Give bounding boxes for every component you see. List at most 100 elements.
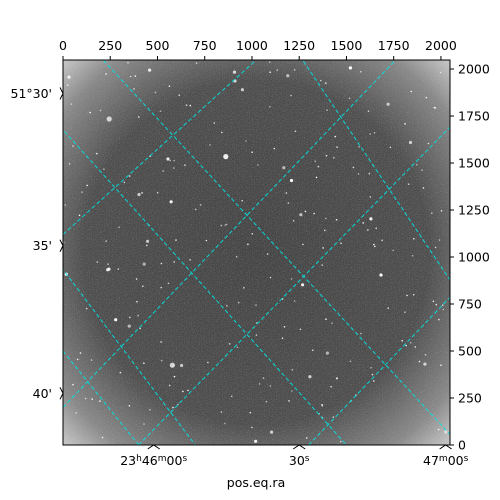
star	[360, 71, 362, 73]
left-tick	[59, 387, 64, 400]
star	[226, 305, 228, 307]
star	[404, 123, 406, 125]
star	[255, 334, 258, 336]
right-tick-label: 1000	[458, 250, 490, 265]
star	[213, 122, 216, 124]
star	[369, 196, 372, 198]
star	[381, 239, 383, 242]
star	[410, 90, 413, 93]
star	[134, 75, 137, 77]
star	[440, 210, 443, 212]
star	[291, 390, 293, 392]
star	[349, 360, 352, 363]
star	[314, 160, 317, 163]
star	[86, 184, 88, 187]
star	[289, 178, 294, 183]
grid-line	[63, 60, 397, 408]
star	[326, 109, 328, 111]
star	[173, 261, 175, 263]
star	[149, 409, 151, 411]
star	[96, 261, 99, 263]
unit-superscript: s	[182, 454, 187, 464]
star	[160, 286, 162, 289]
star	[247, 243, 249, 246]
star	[270, 430, 274, 434]
star	[245, 140, 247, 142]
coordinate-grid	[63, 60, 450, 445]
right-pixel-axis: 0 250 500 750 1000 1250 1500 1750 2000	[450, 62, 490, 453]
star	[369, 133, 372, 135]
star	[440, 364, 442, 367]
unit-superscript: s	[305, 454, 310, 464]
star	[173, 167, 175, 169]
star	[162, 170, 164, 172]
bottom-tick	[147, 444, 160, 450]
star	[412, 293, 415, 296]
top-tick-label: 1000	[236, 38, 268, 53]
star	[367, 229, 369, 231]
star	[128, 405, 131, 407]
star	[64, 204, 67, 206]
bottom-tick-label: 47m00s	[423, 453, 469, 468]
top-tick-label: 2000	[425, 38, 457, 53]
star	[114, 318, 118, 322]
star	[269, 106, 271, 108]
star	[225, 223, 228, 226]
star	[425, 96, 428, 99]
star	[422, 187, 425, 189]
star	[240, 88, 244, 92]
star	[330, 385, 332, 388]
star	[178, 94, 181, 96]
star	[287, 202, 290, 204]
star	[324, 229, 326, 232]
star	[70, 103, 73, 105]
star	[411, 254, 414, 257]
star	[118, 226, 120, 228]
x-axis-title: pos.eq.ra	[227, 475, 285, 490]
star	[105, 73, 107, 75]
star	[336, 146, 338, 148]
left-tick-label: 35'	[33, 238, 52, 253]
star	[166, 157, 170, 161]
star	[434, 246, 437, 249]
star	[139, 327, 141, 330]
star	[106, 268, 110, 272]
star	[251, 426, 253, 429]
star	[255, 322, 258, 324]
unit-value: 00	[167, 453, 183, 468]
top-tick-label: 500	[146, 38, 170, 53]
star	[167, 282, 170, 285]
top-pixel-axis: 0 250 500 750 1000 1250 1500 1750 2000	[59, 38, 457, 60]
star	[325, 154, 328, 157]
star	[301, 283, 305, 287]
right-tick-label: 250	[458, 391, 482, 406]
star	[441, 304, 444, 307]
star	[257, 164, 259, 166]
star	[235, 255, 238, 258]
star	[72, 145, 74, 147]
star	[268, 61, 271, 63]
star	[209, 144, 211, 146]
star	[379, 273, 383, 277]
star	[159, 110, 162, 112]
star	[332, 416, 335, 418]
plot-frame	[62, 59, 451, 446]
star	[79, 352, 82, 354]
star	[444, 430, 448, 434]
star	[357, 173, 360, 175]
grid-line	[63, 60, 257, 235]
star	[339, 440, 342, 443]
star	[285, 192, 288, 194]
star	[138, 116, 140, 118]
star	[220, 224, 223, 227]
star	[407, 183, 410, 185]
star	[437, 428, 440, 431]
star	[228, 343, 231, 345]
left-tick	[59, 239, 64, 252]
unit-value: 47	[423, 453, 439, 468]
top-tick-label: 1500	[331, 38, 363, 53]
star	[67, 75, 71, 79]
star	[335, 218, 338, 221]
star	[232, 70, 237, 74]
